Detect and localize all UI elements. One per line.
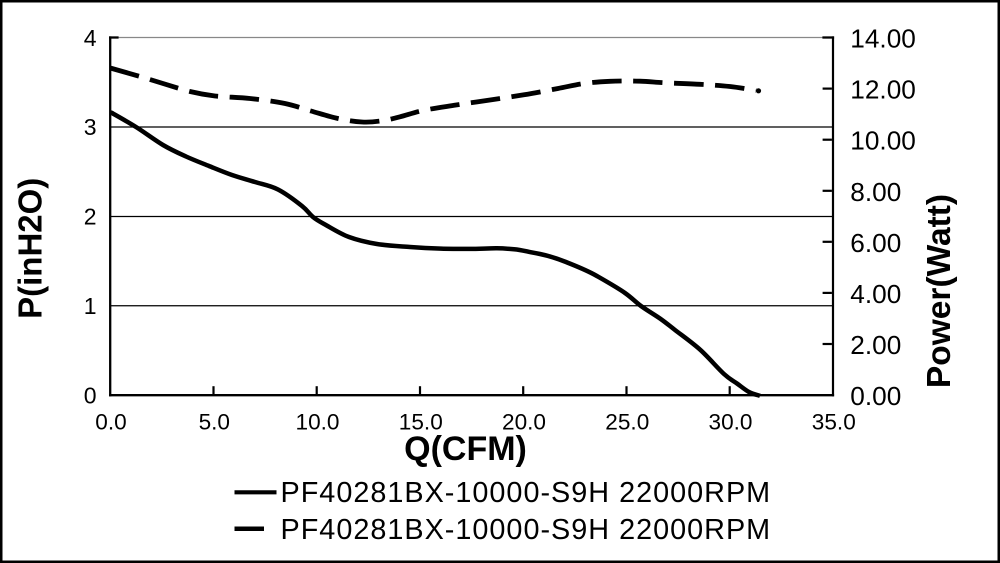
svg-text:6.00: 6.00 — [850, 228, 901, 258]
svg-text:12.00: 12.00 — [850, 75, 916, 105]
svg-text:0.0: 0.0 — [95, 410, 126, 435]
svg-text:0.00: 0.00 — [850, 381, 901, 411]
svg-text:25.0: 25.0 — [605, 410, 649, 435]
svg-text:8.00: 8.00 — [850, 177, 901, 207]
svg-text:10.0: 10.0 — [296, 410, 340, 435]
svg-text:PF40281BX-10000-S9H 22000RPM: PF40281BX-10000-S9H 22000RPM — [281, 477, 772, 509]
svg-text:14.00: 14.00 — [850, 24, 916, 54]
svg-text:1: 1 — [84, 293, 97, 319]
svg-text:5.0: 5.0 — [199, 410, 230, 435]
svg-text:30.0: 30.0 — [709, 410, 753, 435]
svg-text:4: 4 — [84, 25, 97, 51]
svg-text:2: 2 — [84, 204, 97, 230]
svg-text:P(inH2O): P(inH2O) — [12, 178, 49, 319]
svg-text:PF40281BX-10000-S9H 22000RPM: PF40281BX-10000-S9H 22000RPM — [281, 514, 772, 546]
svg-text:Q(CFM): Q(CFM) — [404, 430, 527, 468]
svg-text:35.0: 35.0 — [812, 410, 856, 435]
svg-text:10.00: 10.00 — [850, 126, 916, 156]
svg-text:15.0: 15.0 — [399, 410, 443, 435]
svg-text:Power(Watt): Power(Watt) — [921, 194, 958, 388]
svg-text:4.00: 4.00 — [850, 279, 901, 309]
svg-text:3: 3 — [84, 114, 97, 140]
svg-text:20.0: 20.0 — [502, 410, 546, 435]
svg-text:2.00: 2.00 — [850, 330, 901, 360]
svg-text:0: 0 — [84, 382, 97, 408]
